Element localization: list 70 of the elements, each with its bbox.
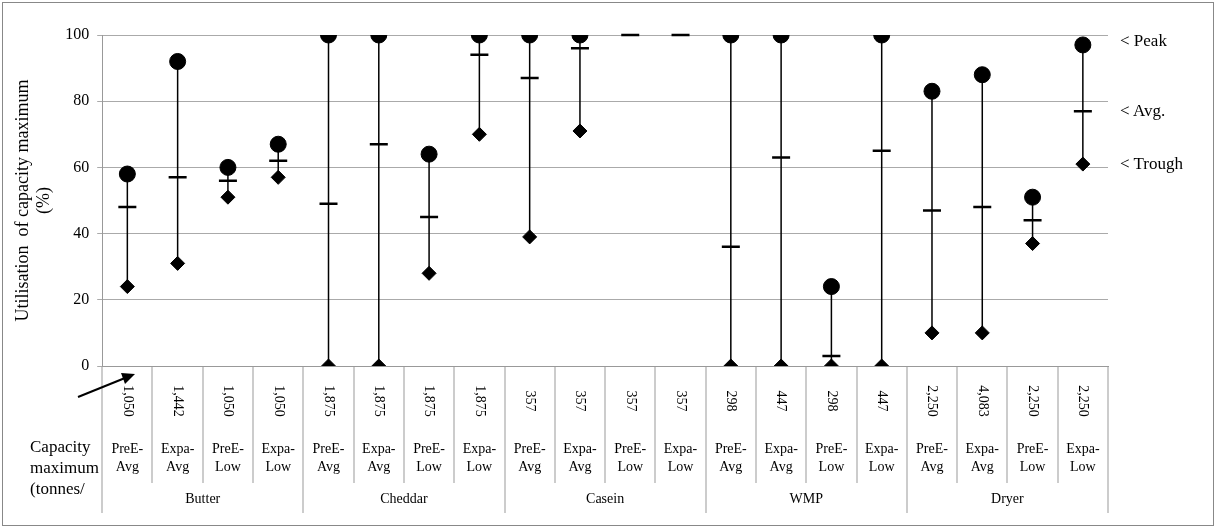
x-tick-label: Expa-Low: [1066, 440, 1100, 474]
text: 447: [875, 390, 891, 412]
x-tick-label: Expa-Low: [864, 440, 899, 474]
x-tick-label: Expa-Avg: [563, 440, 597, 474]
text: 357: [522, 390, 538, 412]
point: [420, 145, 438, 163]
point: [270, 169, 286, 185]
x-tick-label: Expa-Avg: [965, 440, 1000, 474]
point: [219, 158, 237, 176]
point: [421, 265, 437, 281]
y-tick-label: 100: [65, 25, 90, 43]
point: [170, 255, 186, 271]
x-axis-title: Capacity maximum (tonnes/: [30, 437, 99, 499]
y-axis-title: Utilisation of capacity maximum (%): [11, 79, 55, 322]
x-tick-label: PreE-Low: [211, 440, 245, 474]
point: [522, 229, 538, 245]
series-label: < Peak: [1120, 31, 1168, 51]
y-tick-label: 0: [81, 356, 90, 374]
candlestick: [620, 33, 641, 37]
point: [471, 126, 487, 142]
text: 357: [673, 390, 689, 412]
text: 357: [573, 390, 589, 412]
x-tick-label: PreE-Avg: [916, 440, 949, 474]
point: [118, 165, 136, 183]
y-tick-label: 80: [73, 91, 90, 109]
text: Butter: [185, 490, 221, 506]
text: 298: [824, 390, 840, 412]
text: 1,875: [422, 385, 438, 417]
text: 1,050: [221, 385, 237, 417]
x-tick-label: PreE-Low: [1016, 440, 1049, 474]
point: [1075, 156, 1091, 172]
text: Dryer: [991, 490, 1025, 506]
x-tick-label: Expa-Low: [663, 440, 698, 474]
text: 2,250: [1025, 385, 1041, 417]
x-tick-label: PreE-Low: [413, 440, 446, 474]
text: 357: [623, 390, 639, 412]
text: WMP: [789, 490, 824, 506]
text: 1,875: [372, 385, 388, 417]
text: 1,875: [321, 385, 337, 417]
y-tick-label: 40: [73, 223, 90, 241]
x-tick-label: Expa-Avg: [362, 440, 396, 474]
x-tick-label: PreE-Low: [815, 440, 848, 474]
text: 1,442: [170, 385, 186, 417]
x-tick-label: Expa-Avg: [160, 440, 195, 474]
text: 2,250: [925, 385, 941, 417]
x-tick-label: PreE-Low: [614, 440, 647, 474]
text: 447: [774, 390, 790, 412]
x-tick-label: PreE-Avg: [513, 440, 546, 474]
series-label: < Trough: [1120, 153, 1184, 173]
point: [269, 135, 287, 153]
text: Casein: [586, 490, 625, 506]
text: Cheddar: [380, 490, 428, 506]
text: 1,875: [472, 385, 488, 417]
point: [220, 189, 236, 205]
y-tick-label: 20: [73, 290, 90, 307]
text: 1,050: [120, 385, 136, 417]
candlestick: [670, 33, 691, 37]
x-tick-label: PreE-Avg: [312, 440, 345, 474]
x-tick-label: Expa-Low: [462, 440, 497, 474]
x-tick-label: Expa-Low: [261, 440, 296, 474]
y-tick-label: 60: [73, 157, 90, 175]
x-tick-label: PreE-Avg: [714, 440, 748, 474]
text: 4,083: [975, 385, 991, 417]
x-tick-label: Expa-Avg: [764, 440, 799, 474]
text: 1,050: [271, 385, 287, 417]
point: [1024, 188, 1042, 206]
text: 2,250: [1076, 385, 1092, 417]
x-tick-label: PreE-Avg: [111, 440, 144, 474]
text: 298: [724, 390, 740, 412]
text: < Avg.: [1120, 100, 1166, 120]
